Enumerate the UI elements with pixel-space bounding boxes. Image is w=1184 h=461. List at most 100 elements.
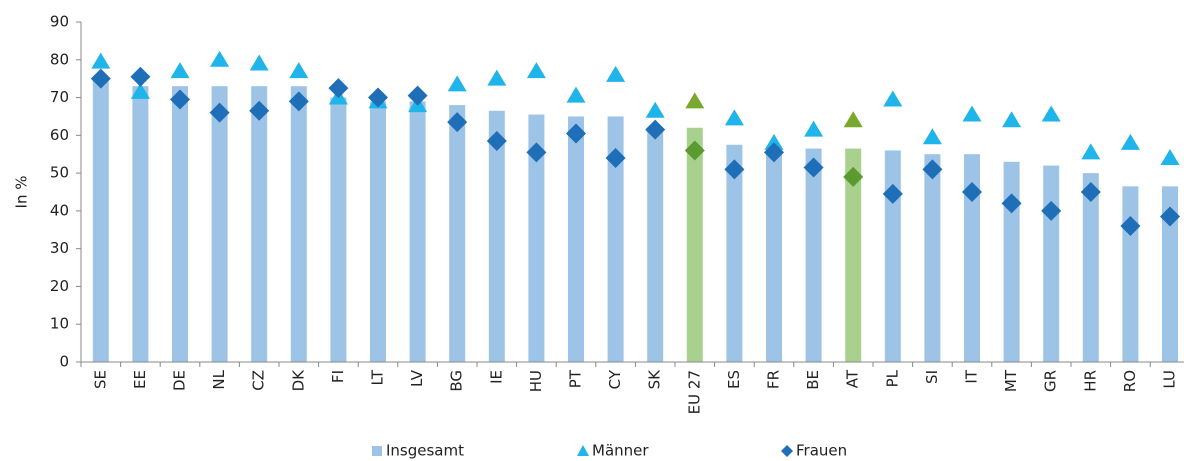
triangle-marker (843, 111, 863, 128)
x-tick-label: SK (646, 369, 664, 390)
x-tick-label: FR (765, 370, 783, 389)
triangle-marker (764, 133, 784, 150)
bar (488, 110, 505, 363)
triangle-marker (1002, 111, 1022, 128)
y-tick-label: 10 (50, 315, 69, 333)
bar (132, 86, 149, 362)
triangle-marker (91, 52, 111, 69)
bar (845, 148, 862, 362)
bar (409, 101, 426, 362)
x-tick-label: RO (1121, 370, 1139, 392)
legend-swatch (781, 445, 793, 457)
diamond-marker (962, 182, 982, 202)
x-tick-label: LT (369, 369, 387, 385)
diamond-marker (803, 157, 824, 178)
bar (370, 101, 386, 362)
x-tick-label: HU (527, 370, 545, 392)
diamond-marker (764, 142, 784, 163)
x-tick-label: HR (1081, 370, 1099, 392)
legend-swatch (372, 446, 382, 456)
x-tick-label: BE (804, 370, 822, 390)
diamond-marker (566, 123, 586, 144)
diamond-marker (1001, 193, 1022, 214)
x-tick-label: LV (408, 369, 426, 387)
triangle-marker (685, 92, 705, 109)
bar (211, 86, 228, 362)
bar (1043, 165, 1060, 362)
bar (290, 86, 307, 362)
diamond-marker (684, 140, 705, 161)
x-tick-label: IT (963, 369, 981, 383)
y-tick-label: 50 (50, 164, 69, 182)
diamond-marker (1160, 206, 1180, 227)
triangle-marker (1160, 149, 1180, 165)
x-tick-label: BG (448, 370, 466, 392)
y-tick-label: 40 (50, 201, 69, 219)
bar (251, 86, 268, 362)
diamond-marker (724, 159, 745, 180)
bar (92, 78, 109, 363)
x-tick-label: NL (210, 369, 228, 389)
x-tick-label: DE (171, 370, 189, 391)
bar (1082, 173, 1099, 362)
triangle-marker (289, 62, 309, 79)
diamond-marker (526, 142, 547, 163)
x-tick-label: ES (725, 370, 743, 389)
y-tick-label: 80 (50, 50, 69, 68)
diamond-marker (1080, 182, 1101, 202)
triangle-marker (210, 50, 230, 67)
diamond-marker (1041, 200, 1062, 221)
triangle-marker (526, 62, 546, 79)
triangle-marker (883, 90, 903, 107)
diamond-marker (843, 166, 864, 187)
triangle-marker (249, 54, 269, 71)
diamond-marker (407, 85, 428, 106)
triangle-marker (606, 65, 626, 82)
triangle-marker (922, 128, 942, 145)
y-tick-label: 0 (59, 353, 69, 371)
triangle-marker (447, 75, 467, 92)
triangle-marker (1041, 105, 1061, 122)
legend-label: Insgesamt (386, 442, 464, 460)
diamond-marker (1120, 216, 1141, 236)
diamond-marker (645, 119, 666, 140)
triangle-marker (724, 109, 744, 126)
bar (647, 127, 664, 363)
diamond-marker (170, 89, 190, 110)
diamond-marker (447, 112, 468, 133)
diamond-marker (882, 183, 903, 204)
x-tick-label: GR (1042, 370, 1060, 392)
x-tick-label: CZ (250, 370, 268, 391)
x-tick-label: AT (844, 369, 862, 388)
diamond-marker (368, 87, 388, 108)
bar (805, 148, 822, 362)
legend-swatch (577, 445, 589, 456)
x-tick-label: EU 27 (685, 370, 703, 414)
bar (766, 146, 782, 362)
x-tick-label: MT (1002, 369, 1020, 392)
bar (330, 97, 347, 363)
bar (964, 154, 980, 362)
y-tick-label: 60 (50, 126, 69, 144)
y-tick-label: 20 (50, 277, 69, 295)
bar (1162, 186, 1178, 362)
x-tick-label: IE (487, 370, 505, 384)
y-tick-label: 70 (50, 88, 69, 106)
x-tick-label: SI (923, 370, 941, 384)
bar (172, 86, 188, 362)
triangle-marker (487, 69, 507, 86)
x-tick-label: FI (329, 370, 347, 383)
triangle-marker (804, 120, 824, 137)
bar (568, 116, 584, 362)
bar (924, 154, 941, 362)
diamond-marker (486, 131, 507, 151)
diamond-marker (605, 148, 626, 168)
triangle-marker (170, 62, 190, 79)
triangle-marker (566, 86, 586, 103)
x-tick-label: EE (131, 370, 149, 389)
diamond-marker (130, 66, 151, 87)
x-tick-label: PT (567, 369, 585, 388)
legend-label: Frauen (796, 442, 847, 460)
bar (726, 144, 743, 362)
diamond-marker (288, 91, 309, 112)
